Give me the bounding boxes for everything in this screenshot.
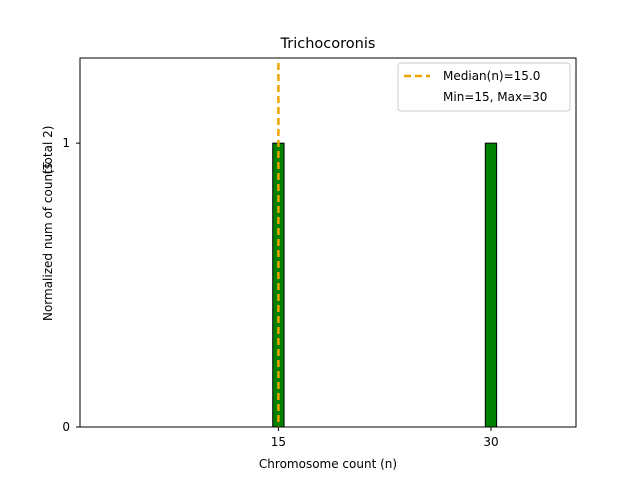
x-tick-label-15: 15 xyxy=(271,435,286,449)
y-tick-label-0: 0 xyxy=(62,420,70,434)
x-axis-ticks: 15 30 xyxy=(271,427,499,449)
y-axis-ticks: 01 xyxy=(62,136,80,434)
chart-title: Trichocoronis xyxy=(280,36,376,52)
plot-frame xyxy=(79,57,577,428)
y-axis-total-note: (Total 2) xyxy=(41,126,55,175)
x-axis-label: Chromosome count (n) xyxy=(259,457,397,471)
bar-30 xyxy=(484,142,498,428)
legend-box xyxy=(397,62,571,112)
x-tick-label-30: 30 xyxy=(483,435,498,449)
legend-range-label: Min=15, Max=30 xyxy=(443,90,547,104)
bars-group xyxy=(272,142,498,428)
legend: Median(n)=15.0 Min=15, Max=30 xyxy=(397,62,571,112)
y-tick-label-1: 1 xyxy=(62,136,70,150)
legend-median-label: Median(n)=15.0 xyxy=(443,69,540,83)
y-axis-label: Normalized num of counts xyxy=(41,163,55,321)
